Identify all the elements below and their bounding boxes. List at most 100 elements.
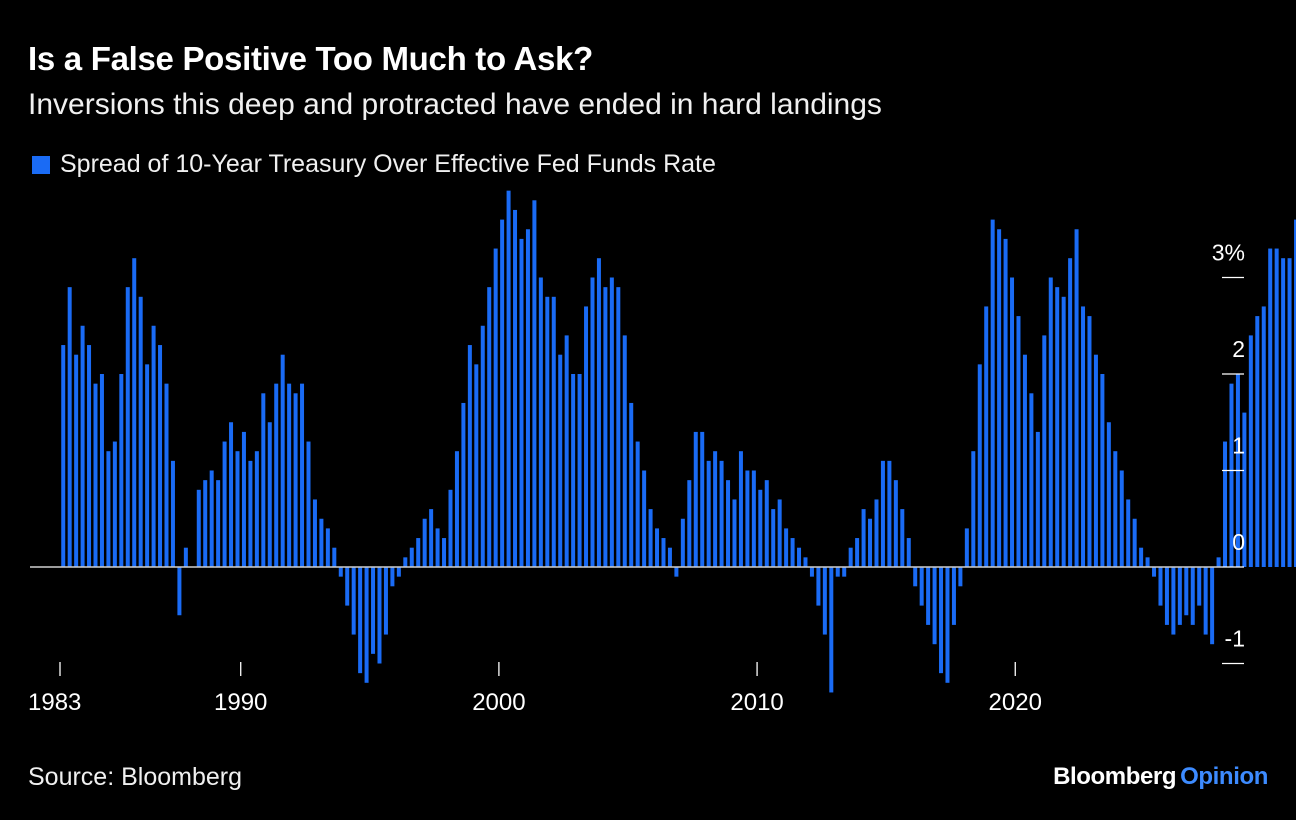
- bar: [1042, 335, 1047, 567]
- bar: [1055, 287, 1060, 567]
- bar: [932, 567, 937, 645]
- bar: [648, 509, 653, 567]
- bar: [706, 460, 711, 567]
- bar: [525, 229, 530, 567]
- bar: [1113, 451, 1118, 567]
- bar: [564, 335, 569, 567]
- bar: [500, 219, 505, 567]
- x-tick-label: 1983: [28, 689, 81, 716]
- bar: [1074, 229, 1079, 567]
- bar: [964, 528, 969, 567]
- bar: [222, 441, 227, 567]
- bar: [442, 538, 447, 567]
- bar: [261, 393, 266, 567]
- bar: [1242, 412, 1247, 567]
- bar: [945, 567, 950, 683]
- bar: [764, 480, 769, 567]
- bar: [1268, 248, 1273, 568]
- bar: [745, 470, 750, 567]
- bar: [132, 258, 137, 567]
- bar: [1022, 354, 1027, 567]
- bar: [1139, 547, 1144, 567]
- bar: [1048, 277, 1053, 567]
- bar: [1029, 393, 1034, 567]
- bar: [319, 518, 324, 567]
- bar: [112, 441, 117, 567]
- bar: [1126, 499, 1131, 567]
- bar: [403, 557, 408, 567]
- bar: [680, 518, 685, 567]
- bar: [422, 518, 427, 567]
- bar: [926, 567, 931, 625]
- bar: [951, 567, 956, 625]
- bar: [1061, 296, 1066, 567]
- bar: [1003, 238, 1008, 567]
- bar: [1210, 567, 1215, 645]
- bar: [364, 567, 369, 683]
- bar: [1287, 258, 1292, 567]
- bar: [145, 364, 150, 567]
- bar: [106, 451, 111, 567]
- bar: [1035, 431, 1040, 567]
- bar: [80, 325, 85, 567]
- bar: [887, 460, 892, 567]
- bar: [977, 364, 982, 567]
- bar: [1294, 219, 1296, 567]
- legend-label: Spread of 10-Year Treasury Over Effectiv…: [60, 150, 716, 178]
- bar: [87, 345, 92, 567]
- bar: [893, 480, 898, 567]
- bar: [842, 567, 847, 577]
- bar: [829, 567, 834, 693]
- bar: [538, 277, 543, 567]
- bar: [861, 509, 866, 567]
- bar: [164, 383, 169, 567]
- bar: [1216, 557, 1221, 567]
- bar: [209, 470, 214, 567]
- bar: [377, 567, 382, 664]
- bar: [61, 345, 66, 567]
- y-tick-label: 2: [1232, 336, 1245, 362]
- bar: [1100, 374, 1105, 567]
- bar: [868, 518, 873, 567]
- x-tick-label: 2000: [472, 689, 525, 716]
- bar: [635, 441, 640, 567]
- bar: [248, 460, 253, 567]
- bar: [596, 258, 601, 567]
- bar: [493, 248, 498, 568]
- bar: [99, 374, 104, 567]
- bar: [584, 306, 589, 567]
- bar: [797, 547, 802, 567]
- bar: [971, 451, 976, 567]
- bar: [312, 499, 317, 567]
- bar: [1093, 354, 1098, 567]
- bar: [448, 489, 453, 567]
- bar: [1106, 422, 1111, 567]
- x-tick-label: 2010: [730, 689, 783, 716]
- bar: [383, 567, 388, 635]
- bar: [835, 567, 840, 577]
- x-tick-label: 1990: [214, 689, 267, 716]
- bar: [351, 567, 356, 635]
- bar: [332, 547, 337, 567]
- bar: [1197, 567, 1202, 606]
- bar: [913, 567, 918, 587]
- bar: [880, 460, 885, 567]
- bar: [693, 431, 698, 567]
- bar: [229, 422, 234, 567]
- bar: [848, 547, 853, 567]
- bar: [1081, 306, 1086, 567]
- bar: [758, 489, 763, 567]
- bar: [1274, 248, 1279, 568]
- bar: [467, 345, 472, 567]
- chart-subtitle: Inversions this deep and protracted have…: [28, 88, 882, 121]
- legend: Spread of 10-Year Treasury Over Effectiv…: [32, 150, 716, 179]
- bar: [571, 374, 576, 567]
- bar: [738, 451, 743, 567]
- bar: [532, 200, 537, 568]
- bar: [809, 567, 814, 577]
- bar: [751, 470, 756, 567]
- bar: [1255, 316, 1260, 567]
- bar: [855, 538, 860, 567]
- bar: [1016, 316, 1021, 567]
- bar: [435, 528, 440, 567]
